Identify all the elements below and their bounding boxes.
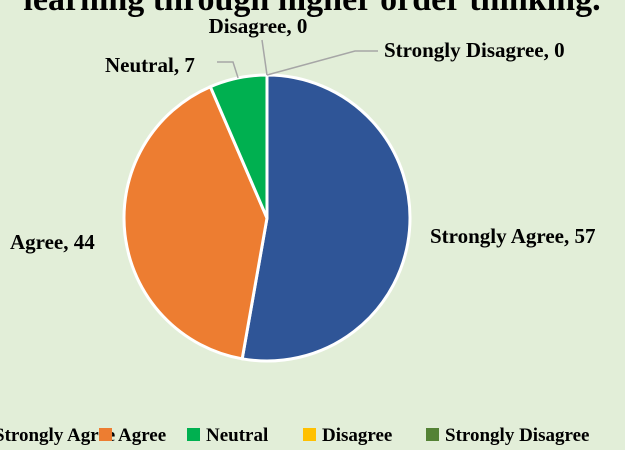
legend-label-disagree: Disagree	[322, 425, 392, 445]
data-labels: Strongly Agree, 57 Agree, 44 Neutral, 7 Dis…	[10, 14, 595, 254]
leader-lines	[217, 39, 378, 79]
data-label-neutral: Neutral, 7	[105, 53, 195, 77]
leader-line-disagree	[261, 39, 268, 76]
slice-strongly-agree	[240, 73, 412, 363]
legend-label-agree: Agree	[118, 425, 166, 445]
legend-label-strongly-disagree: Strongly Disagree	[445, 425, 589, 445]
leader-line-neutral	[217, 61, 239, 79]
legend: Strongly Agree Agree Neutral Disagree Strong…	[0, 425, 589, 446]
data-label-agree: Agree, 44	[10, 230, 95, 254]
legend-swatch-agree	[99, 428, 112, 441]
legend-swatch-strongly-disagree	[426, 428, 439, 441]
legend-swatch-disagree	[303, 428, 316, 441]
legend-swatch-neutral	[187, 428, 200, 441]
data-label-strongly-agree: Strongly Agree, 57	[430, 224, 595, 248]
data-label-strongly-disagree: Strongly Disagree, 0	[384, 38, 565, 62]
legend-label-neutral: Neutral	[206, 425, 268, 445]
data-label-disagree: Disagree, 0	[209, 14, 308, 38]
pie-slices	[122, 73, 412, 363]
slice-agree	[122, 84, 269, 361]
chart-title: learning through higher order thinking.	[23, 0, 600, 18]
leader-line-strongly-disagree	[266, 50, 378, 76]
legend-label-strongly-agree: Strongly Agree	[0, 425, 115, 445]
